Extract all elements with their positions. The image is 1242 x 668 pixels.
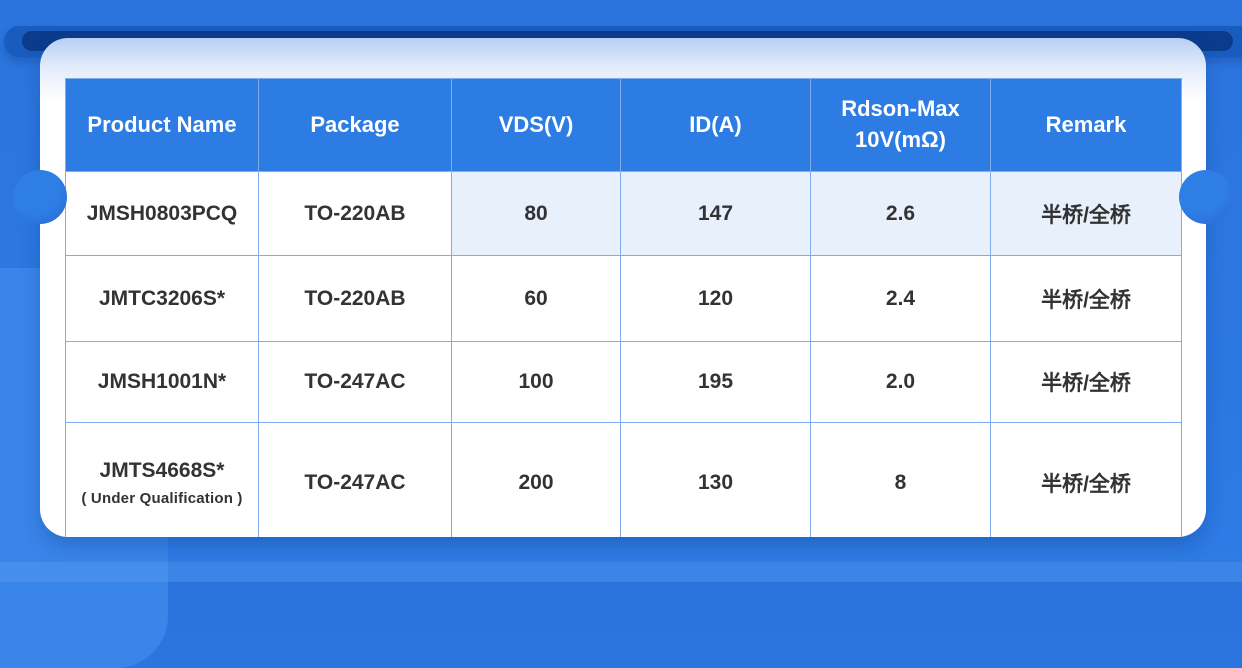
product-spec-table: Product Name Package VDS(V) ID(A) Rdson-… — [65, 78, 1182, 537]
cell-remark: 半桥/全桥 — [990, 341, 1182, 423]
product-name-text: JMTS4668S* — [99, 458, 225, 482]
cell-package: TO-247AC — [258, 422, 452, 537]
cell-package: TO-220AB — [258, 171, 452, 256]
table-row: JMTC3206S* TO-220AB 60 120 2.4 半桥/全桥 — [65, 255, 1182, 342]
cell-rdson: 8 — [810, 422, 991, 537]
header-package: Package — [258, 78, 452, 172]
cell-rdson: 2.6 — [810, 171, 991, 256]
cell-id: 147 — [620, 171, 811, 256]
deco-bottom-band — [0, 562, 1242, 582]
spec-table-card: Product Name Package VDS(V) ID(A) Rdson-… — [40, 38, 1206, 537]
cell-vds: 60 — [451, 255, 621, 342]
table-header-row: Product Name Package VDS(V) ID(A) Rdson-… — [65, 78, 1182, 172]
header-vds: VDS(V) — [451, 78, 621, 172]
cell-remark: 半桥/全桥 — [990, 422, 1182, 537]
header-remark: Remark — [990, 78, 1182, 172]
cell-package: TO-247AC — [258, 341, 452, 423]
product-qualification-note: ( Under Qualification ) — [81, 489, 243, 507]
product-name-text: JMTC3206S* — [98, 286, 226, 310]
cell-rdson: 2.0 — [810, 341, 991, 423]
table-row: JMTS4668S* ( Under Qualification ) TO-24… — [65, 422, 1182, 537]
cell-vds: 200 — [451, 422, 621, 537]
cell-remark: 半桥/全桥 — [990, 171, 1182, 256]
cell-vds: 80 — [451, 171, 621, 256]
product-name-text: JMSH1001N* — [97, 370, 227, 393]
table-row: JMSH1001N* TO-247AC 100 195 2.0 半桥/全桥 — [65, 341, 1182, 423]
header-rdson-max: Rdson-Max 10V(mΩ) — [810, 78, 991, 172]
cell-vds: 100 — [451, 341, 621, 423]
cell-id: 120 — [620, 255, 811, 342]
cell-product-name: JMTS4668S* ( Under Qualification ) — [65, 422, 259, 537]
cell-id: 195 — [620, 341, 811, 423]
cell-remark: 半桥/全桥 — [990, 255, 1182, 342]
cell-product-name: JMSH0803PCQ — [65, 171, 259, 256]
cell-rdson: 2.4 — [810, 255, 991, 342]
header-product-name: Product Name — [65, 78, 259, 172]
left-edge-notch — [13, 170, 67, 224]
product-name-text: JMSH0803PCQ — [86, 201, 238, 225]
cell-id: 130 — [620, 422, 811, 537]
cell-product-name: JMTC3206S* — [65, 255, 259, 342]
right-edge-notch — [1179, 170, 1233, 224]
cell-package: TO-220AB — [258, 255, 452, 342]
header-id: ID(A) — [620, 78, 811, 172]
cell-product-name: JMSH1001N* — [65, 341, 259, 423]
table-row: JMSH0803PCQ TO-220AB 80 147 2.6 半桥/全桥 — [65, 171, 1182, 256]
